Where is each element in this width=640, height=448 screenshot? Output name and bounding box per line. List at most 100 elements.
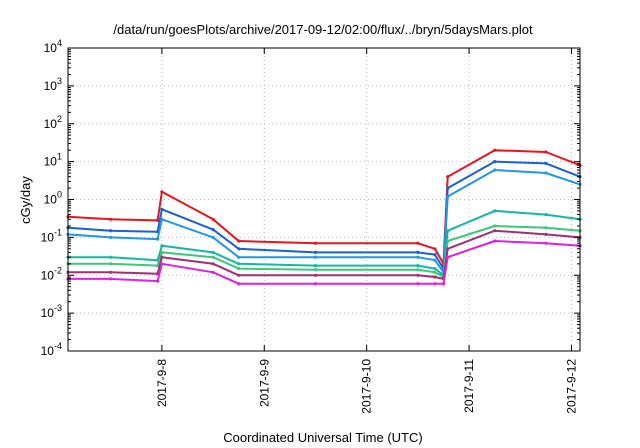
data-point (433, 282, 437, 286)
y-tick-label: 100 (44, 190, 62, 207)
x-axis: 2017-9-8 2017-9-9 2017-9-10 2017-9-11 2017-9… (155, 48, 578, 414)
x-tick-label: 2017-9-11 (462, 359, 476, 413)
series-line-5 (68, 225, 581, 278)
y-axis: 10-4 10-3 10-2 10-1 100 101 102 103 104 (41, 38, 580, 358)
data-point (446, 239, 450, 243)
data-point (211, 262, 215, 266)
data-point (109, 277, 113, 281)
x-tick-label: 2017-9-12 (564, 359, 578, 414)
data-point (160, 244, 164, 248)
series-layer (66, 148, 582, 286)
data-point (446, 194, 450, 199)
data-point (109, 262, 113, 266)
series-line-2 (67, 160, 581, 270)
data-point (446, 175, 450, 179)
data-point (160, 262, 164, 266)
data-point (211, 235, 215, 239)
data-point (160, 217, 164, 221)
data-point (544, 241, 548, 245)
data-point (237, 247, 241, 251)
data-point (493, 160, 497, 164)
data-point (156, 237, 160, 241)
data-point (493, 239, 497, 243)
data-point (416, 255, 420, 259)
y-tick-label: 103 (44, 76, 62, 93)
data-point (313, 250, 318, 254)
data-point (160, 190, 164, 194)
data-point (433, 247, 437, 251)
data-point (313, 273, 318, 277)
data-point (160, 255, 164, 259)
data-point (237, 239, 241, 243)
data-point (544, 213, 548, 217)
data-point (433, 267, 437, 271)
data-point (416, 282, 420, 286)
data-point (544, 150, 548, 154)
y-tick-label: 10-2 (41, 265, 62, 282)
y-tick-label: 10-1 (41, 227, 62, 244)
data-point (160, 250, 164, 254)
data-point (109, 255, 113, 259)
data-point (156, 218, 160, 222)
data-point (211, 270, 215, 274)
data-point (416, 264, 420, 268)
data-point (416, 268, 420, 272)
data-point (211, 217, 215, 221)
data-point (544, 226, 548, 230)
data-point (313, 264, 318, 268)
x-tick-label: 2017-9-8 (155, 359, 169, 407)
y-axis-label: cGy/day (18, 176, 33, 224)
data-point (493, 148, 497, 152)
data-point (544, 161, 548, 165)
data-point (237, 267, 241, 271)
data-point (160, 207, 164, 211)
series-line-1 (67, 149, 581, 265)
series-line-3 (67, 169, 581, 274)
data-point (544, 171, 548, 175)
data-point (313, 282, 318, 286)
grid (68, 48, 580, 351)
data-point (446, 255, 450, 259)
data-point (313, 268, 318, 272)
data-point (493, 229, 497, 233)
y-tick-label: 10-4 (41, 341, 62, 358)
data-point (493, 209, 497, 213)
data-point (433, 270, 437, 274)
y-tick-label: 10-3 (41, 303, 62, 320)
data-point (237, 255, 241, 259)
y-tick-label: 101 (44, 152, 62, 169)
data-point (433, 275, 437, 279)
data-point (109, 235, 113, 239)
data-point (416, 241, 420, 245)
data-point (493, 168, 497, 172)
data-point (211, 228, 215, 232)
data-point (416, 250, 420, 254)
series-line-6 (68, 229, 581, 280)
data-point (109, 229, 113, 233)
y-tick-label: 104 (44, 38, 62, 55)
data-point (446, 186, 450, 190)
data-point (237, 273, 241, 277)
series-line-7 (68, 240, 581, 285)
data-point (211, 255, 215, 259)
data-point (237, 262, 241, 266)
data-point (441, 282, 446, 286)
data-point (446, 247, 450, 251)
data-point (237, 282, 241, 286)
data-point (313, 255, 318, 259)
data-point (544, 232, 548, 236)
y-tick-label: 102 (44, 114, 62, 131)
data-point (416, 273, 420, 277)
x-axis-label: Coordinated Universal Time (UTC) (223, 430, 422, 445)
chart-title: /data/run/goesPlots/archive/2017-09-12/0… (113, 22, 533, 37)
data-point (433, 258, 437, 262)
data-point (493, 224, 497, 228)
data-point (109, 217, 113, 221)
data-point (433, 253, 437, 257)
data-point (109, 270, 113, 274)
data-point (446, 229, 450, 233)
data-point (156, 279, 160, 283)
x-tick-label: 2017-9-9 (257, 359, 271, 407)
data-point (156, 264, 160, 268)
